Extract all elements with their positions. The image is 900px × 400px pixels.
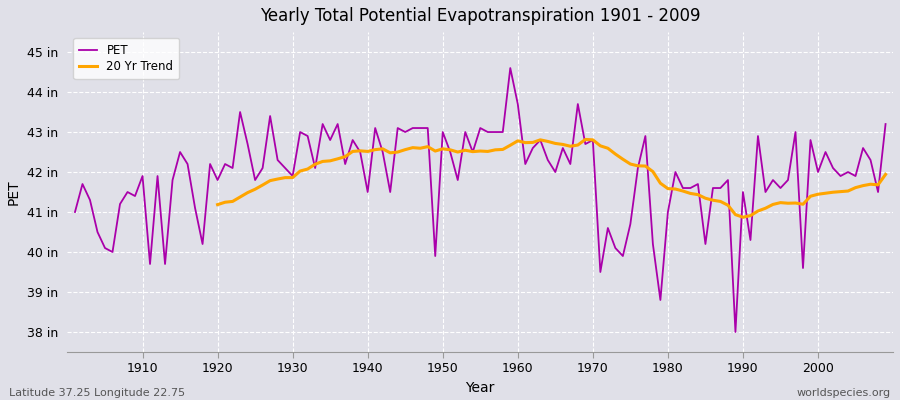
PET: [340, 162, 351, 166]
PET: [505, 66, 516, 70]
20 Yr Trend: [783, 201, 794, 206]
20 Yr Trend: [580, 137, 590, 142]
X-axis label: Year: Year: [465, 381, 495, 395]
PET: [294, 130, 305, 134]
20 Yr Trend: [880, 172, 891, 177]
20 Yr Trend: [685, 191, 696, 196]
20 Yr Trend: [415, 146, 426, 151]
PET: [69, 210, 80, 214]
PET: [520, 162, 531, 166]
20 Yr Trend: [737, 215, 748, 220]
20 Yr Trend: [797, 202, 808, 207]
Line: 20 Yr Trend: 20 Yr Trend: [218, 140, 886, 217]
Text: worldspecies.org: worldspecies.org: [796, 388, 891, 398]
PET: [880, 122, 891, 126]
Legend: PET, 20 Yr Trend: PET, 20 Yr Trend: [74, 38, 179, 79]
Y-axis label: PET: PET: [7, 179, 21, 205]
Title: Yearly Total Potential Evapotranspiration 1901 - 2009: Yearly Total Potential Evapotranspiratio…: [260, 7, 700, 25]
PET: [130, 194, 140, 198]
20 Yr Trend: [212, 202, 223, 207]
PET: [730, 330, 741, 334]
20 Yr Trend: [302, 167, 313, 172]
Line: PET: PET: [75, 68, 886, 332]
20 Yr Trend: [865, 182, 876, 187]
Text: Latitude 37.25 Longitude 22.75: Latitude 37.25 Longitude 22.75: [9, 388, 185, 398]
PET: [512, 102, 523, 106]
PET: [610, 246, 621, 250]
